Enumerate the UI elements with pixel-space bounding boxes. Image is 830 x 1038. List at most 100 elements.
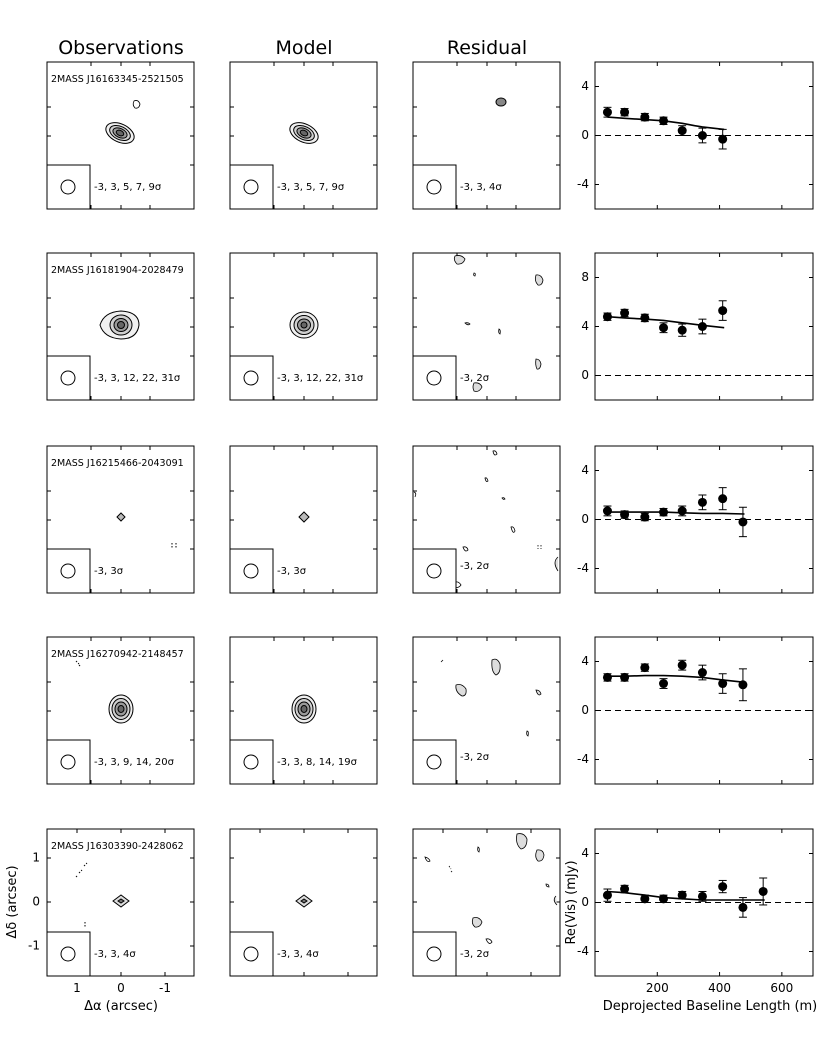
y-tick-label: 4 xyxy=(581,463,589,477)
data-point xyxy=(697,891,707,901)
data-point xyxy=(620,308,630,318)
model-panel-5: -3, 3, 4σ xyxy=(229,828,378,977)
data-point xyxy=(697,322,707,331)
residual-contours xyxy=(440,658,542,737)
model-panel-3: -3, 3σ xyxy=(229,445,378,594)
y-axis-title: Re(Vis) (mJy) xyxy=(564,860,579,944)
row-1: 2MASS J16163345-2521505 -3, 3, 5, 7, 9σ xyxy=(46,61,561,210)
data-point xyxy=(602,890,612,900)
resid-panel-3: -3, 2σ xyxy=(412,445,561,594)
beam-ellipse xyxy=(243,370,259,386)
data-point xyxy=(677,660,687,670)
contour-levels-label: -3, 3, 9, 14, 20σ xyxy=(94,757,175,768)
x-axis-title: Δα (arcsec) xyxy=(84,999,158,1014)
beam-ellipse xyxy=(60,754,76,770)
y-tick-label: -4 xyxy=(577,752,589,766)
data-point xyxy=(758,886,768,896)
y-tick-label: 0 xyxy=(581,895,589,909)
contour-levels-label: -3, 3σ xyxy=(277,566,307,577)
obs-panel-5: 2MASS J16303390-2428062 -3, 3, 4σ 1 0 -1… xyxy=(5,828,195,1014)
y-tick-label: 4 xyxy=(581,846,589,860)
row-5: 2MASS J16303390-2428062 -3, 3, 4σ 1 0 -1… xyxy=(5,828,561,1014)
visibility-plot-2: 8 4 0 xyxy=(581,252,814,401)
x-tick-label: 1 xyxy=(73,981,81,995)
row-4: 2MASS J16270942-2148457 -3, 3, 9, 14, 20… xyxy=(46,636,561,785)
source-label: 2MASS J16303390-2428062 xyxy=(51,841,184,852)
obs-panel-4: 2MASS J16270942-2148457 -3, 3, 9, 14, 20… xyxy=(46,636,195,785)
contour-levels-label: -3, 3, 4σ xyxy=(277,949,319,960)
data-point xyxy=(659,894,669,904)
negative-contour xyxy=(171,543,177,548)
data-point xyxy=(697,668,707,678)
y-tick-label: -1 xyxy=(28,939,40,953)
beam-ellipse xyxy=(243,946,259,962)
model-curve xyxy=(607,116,725,131)
data-point xyxy=(620,884,630,894)
data-point xyxy=(718,679,728,689)
y-tick-label: 4 xyxy=(581,319,589,333)
data-point xyxy=(718,882,728,892)
y-tick-label: 0 xyxy=(581,703,589,717)
x-tick-label: 600 xyxy=(770,981,793,995)
data-point xyxy=(677,890,687,900)
data-point xyxy=(677,126,687,136)
y-tick-label: 4 xyxy=(581,79,589,93)
data-point xyxy=(718,134,728,144)
y-tick-label: 8 xyxy=(581,270,589,284)
beam-ellipse xyxy=(426,754,442,770)
column-title-model: Model xyxy=(275,37,332,59)
model-panel-4: -3, 3, 8, 14, 19σ xyxy=(229,636,378,785)
y-tick-label: 0 xyxy=(32,895,40,909)
source-contours xyxy=(112,894,130,908)
negative-contour xyxy=(75,660,82,668)
data-point xyxy=(659,507,669,517)
data-point xyxy=(640,512,650,522)
model-contours xyxy=(289,122,319,144)
column-title-observations: Observations xyxy=(58,37,184,59)
model-contours xyxy=(289,311,319,339)
contour-levels-label: -3, 2σ xyxy=(460,373,490,384)
data-point xyxy=(659,116,669,126)
contour-levels-label: -3, 3, 12, 22, 31σ xyxy=(94,373,181,384)
model-contours xyxy=(291,694,317,724)
resid-panel-5: -3, 2σ xyxy=(412,828,561,977)
data-point xyxy=(620,672,630,682)
data-point xyxy=(697,497,707,507)
source-contours xyxy=(99,310,140,340)
data-point xyxy=(738,902,748,912)
obs-panel-3: 2MASS J16215466-2043091 -3, 3σ xyxy=(46,445,195,594)
contour-levels-label: -3, 3, 5, 7, 9σ xyxy=(94,182,162,193)
data-point xyxy=(602,506,612,516)
contour-levels-label: -3, 2σ xyxy=(460,949,490,960)
contour-levels-label: -3, 2σ xyxy=(460,752,490,763)
data-point xyxy=(620,107,630,117)
data-point xyxy=(640,663,650,673)
x-tick-label: 400 xyxy=(708,981,731,995)
data-point xyxy=(602,312,612,322)
clump-contour xyxy=(132,100,141,109)
y-axis-title: Δδ (arcsec) xyxy=(5,865,20,938)
beam-ellipse xyxy=(426,179,442,195)
residual-contour xyxy=(495,97,507,107)
residual-contours xyxy=(424,833,558,944)
data-point xyxy=(640,313,650,323)
source-contours xyxy=(105,122,135,144)
visibility-plot-5: 4 0 -4 200 400 600 Re(Vis) (mJy) Deprojected Ba… xyxy=(564,828,817,1014)
beam-ellipse xyxy=(243,754,259,770)
x-tick-label: -1 xyxy=(159,981,171,995)
beam-ellipse xyxy=(426,946,442,962)
y-tick-label: 1 xyxy=(32,851,40,865)
x-tick-label: 200 xyxy=(646,981,669,995)
data-point xyxy=(697,131,707,140)
y-tick-label: 0 xyxy=(581,512,589,526)
y-tick-label: -4 xyxy=(577,561,589,575)
data-point xyxy=(640,112,650,122)
column-title-residual: Residual xyxy=(447,37,527,59)
visibility-plot-4: 4 0 -4 xyxy=(577,636,814,785)
visibility-plots: 4 0 -4 8 4 0 4 0 -4 4 0 -4 4 0 -4 200 400 600 Re(Vis) (mJy… xyxy=(564,61,817,1014)
beam-ellipse xyxy=(60,563,76,579)
data-point xyxy=(620,510,630,520)
contour-levels-label: -3, 3σ xyxy=(94,566,124,577)
y-tick-label: -4 xyxy=(577,944,589,958)
